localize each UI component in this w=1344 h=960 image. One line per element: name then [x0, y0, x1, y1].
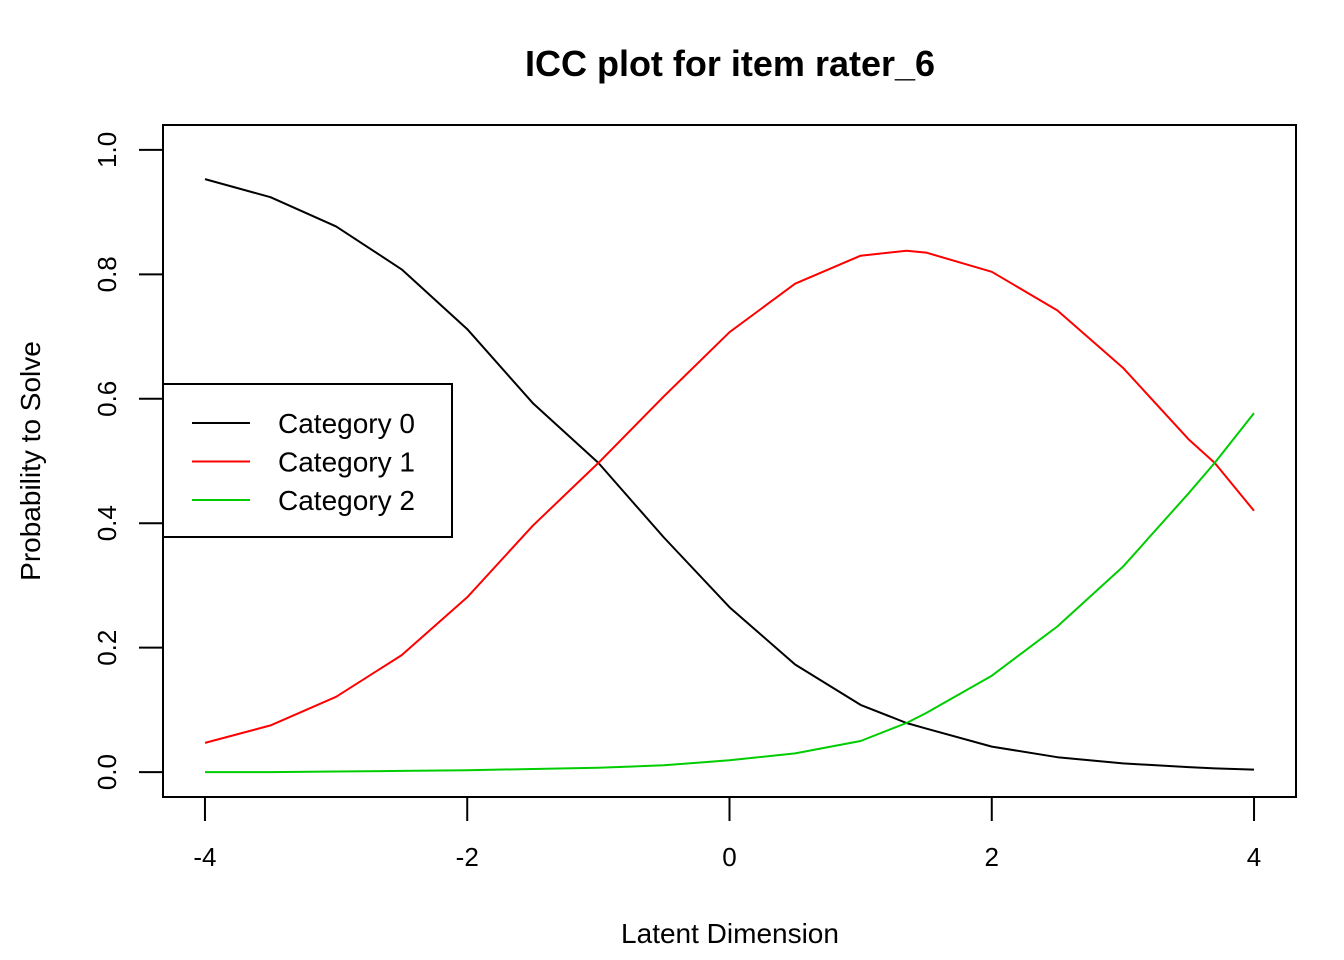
chart-title: ICC plot for item rater_6 [525, 43, 935, 84]
x-axis: -4 -2 0 2 4 [193, 796, 1261, 872]
series-line-1 [204, 249, 1255, 744]
y-tick-label: 0.4 [92, 505, 122, 541]
x-tick-label: 4 [1247, 842, 1261, 872]
legend-label-1: Category 1 [278, 447, 415, 478]
legend-label-0: Category 0 [278, 408, 415, 439]
x-tick-label: 0 [722, 842, 736, 872]
series-layer [204, 178, 1255, 774]
y-axis-label: Probability to Solve [15, 341, 46, 581]
x-tick-label: -4 [193, 842, 216, 872]
y-tick-label: 0.6 [92, 381, 122, 417]
series-line-2 [205, 412, 1255, 774]
x-tick-label: -2 [456, 842, 479, 872]
legend-label-2: Category 2 [278, 485, 415, 516]
y-tick-label: 1.0 [92, 132, 122, 168]
y-tick-label: 0.0 [92, 754, 122, 790]
y-tick-label: 0.8 [92, 256, 122, 292]
x-tick-label: 2 [985, 842, 999, 872]
y-tick-label: 0.2 [92, 630, 122, 666]
x-axis-label: Latent Dimension [621, 918, 839, 949]
y-axis: 0.0 0.2 0.4 0.6 0.8 1.0 [92, 132, 164, 790]
series-line-0 [204, 178, 1255, 771]
legend: Category 0 Category 1 Category 2 [162, 383, 453, 538]
